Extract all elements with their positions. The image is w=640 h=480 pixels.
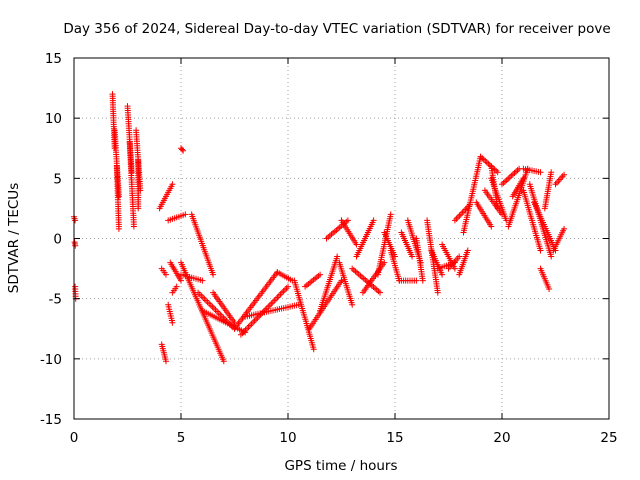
data-point bbox=[199, 277, 206, 284]
data-point bbox=[135, 205, 142, 212]
data-point bbox=[317, 271, 324, 278]
data-point bbox=[266, 302, 273, 309]
data-point bbox=[409, 253, 416, 260]
data-point bbox=[180, 147, 187, 154]
data-point bbox=[334, 253, 341, 260]
data-point bbox=[72, 217, 79, 224]
data-point bbox=[377, 289, 383, 296]
data-point bbox=[413, 277, 420, 284]
data-point bbox=[130, 223, 137, 230]
y-tick-label: 0 bbox=[53, 232, 62, 248]
data-point bbox=[209, 303, 216, 310]
x-tick-label: 15 bbox=[386, 430, 403, 446]
y-tick-label: -5 bbox=[49, 292, 62, 308]
x-tick-label: 5 bbox=[177, 430, 186, 446]
data-point bbox=[310, 346, 317, 353]
data-point bbox=[548, 253, 555, 260]
data-point bbox=[251, 317, 258, 324]
data-point bbox=[353, 241, 360, 248]
data-points bbox=[71, 91, 568, 365]
data-point bbox=[561, 225, 568, 232]
data-point bbox=[387, 211, 394, 218]
data-point bbox=[439, 271, 446, 278]
data-point bbox=[505, 175, 512, 182]
data-point bbox=[537, 247, 544, 254]
data-point bbox=[546, 286, 553, 292]
axis-ticks: 0 5 10 15 20 25 -15 -10 -5 0 5 10 15 bbox=[40, 51, 618, 446]
data-point bbox=[220, 358, 227, 365]
data-point bbox=[338, 277, 345, 284]
data-point bbox=[182, 211, 189, 218]
data-point bbox=[169, 319, 176, 326]
chart-title: Day 356 of 2024, Sidereal Day-to-day VTE… bbox=[63, 21, 610, 37]
data-point bbox=[451, 217, 458, 224]
data-point bbox=[537, 169, 544, 176]
data-point bbox=[163, 358, 169, 365]
data-point bbox=[419, 277, 426, 284]
x-axis-label: GPS time / hours bbox=[284, 458, 397, 474]
data-point bbox=[72, 242, 79, 249]
data-point bbox=[451, 265, 458, 272]
data-point bbox=[349, 265, 356, 272]
data-point bbox=[499, 211, 505, 218]
y-tick-label: -10 bbox=[40, 352, 62, 368]
y-axis-label: SDTVAR / TECUs bbox=[6, 183, 22, 293]
data-point bbox=[370, 217, 377, 224]
data-point bbox=[178, 277, 184, 284]
data-point bbox=[506, 174, 513, 181]
data-point bbox=[344, 217, 351, 224]
data-point bbox=[173, 283, 180, 290]
grid-lines bbox=[74, 58, 609, 419]
y-tick-label: 10 bbox=[45, 111, 62, 127]
data-point bbox=[454, 214, 461, 221]
data-point bbox=[115, 193, 122, 200]
data-point bbox=[268, 300, 275, 307]
data-point bbox=[488, 223, 495, 230]
data-point bbox=[548, 169, 555, 176]
y-tick-label: 15 bbox=[45, 51, 62, 67]
data-point bbox=[456, 253, 463, 260]
data-point bbox=[115, 225, 122, 232]
data-point bbox=[520, 175, 527, 182]
data-point bbox=[349, 301, 356, 308]
x-tick-label: 25 bbox=[600, 430, 617, 446]
data-point bbox=[464, 247, 471, 254]
x-tick-label: 0 bbox=[70, 430, 79, 446]
data-point bbox=[163, 271, 169, 278]
x-tick-label: 10 bbox=[279, 430, 296, 446]
data-point bbox=[482, 157, 489, 164]
data-point bbox=[169, 181, 176, 188]
x-tick-label: 20 bbox=[493, 430, 510, 446]
data-point bbox=[494, 169, 501, 176]
data-point bbox=[494, 205, 501, 212]
data-point bbox=[210, 271, 217, 278]
y-tick-label: -15 bbox=[40, 412, 62, 428]
data-point bbox=[561, 171, 568, 178]
data-point bbox=[381, 259, 388, 266]
data-point bbox=[453, 215, 460, 222]
data-point bbox=[434, 289, 441, 296]
y-tick-label: 5 bbox=[53, 171, 62, 187]
data-point bbox=[480, 156, 487, 163]
data-point bbox=[285, 283, 291, 290]
data-point bbox=[179, 146, 186, 153]
